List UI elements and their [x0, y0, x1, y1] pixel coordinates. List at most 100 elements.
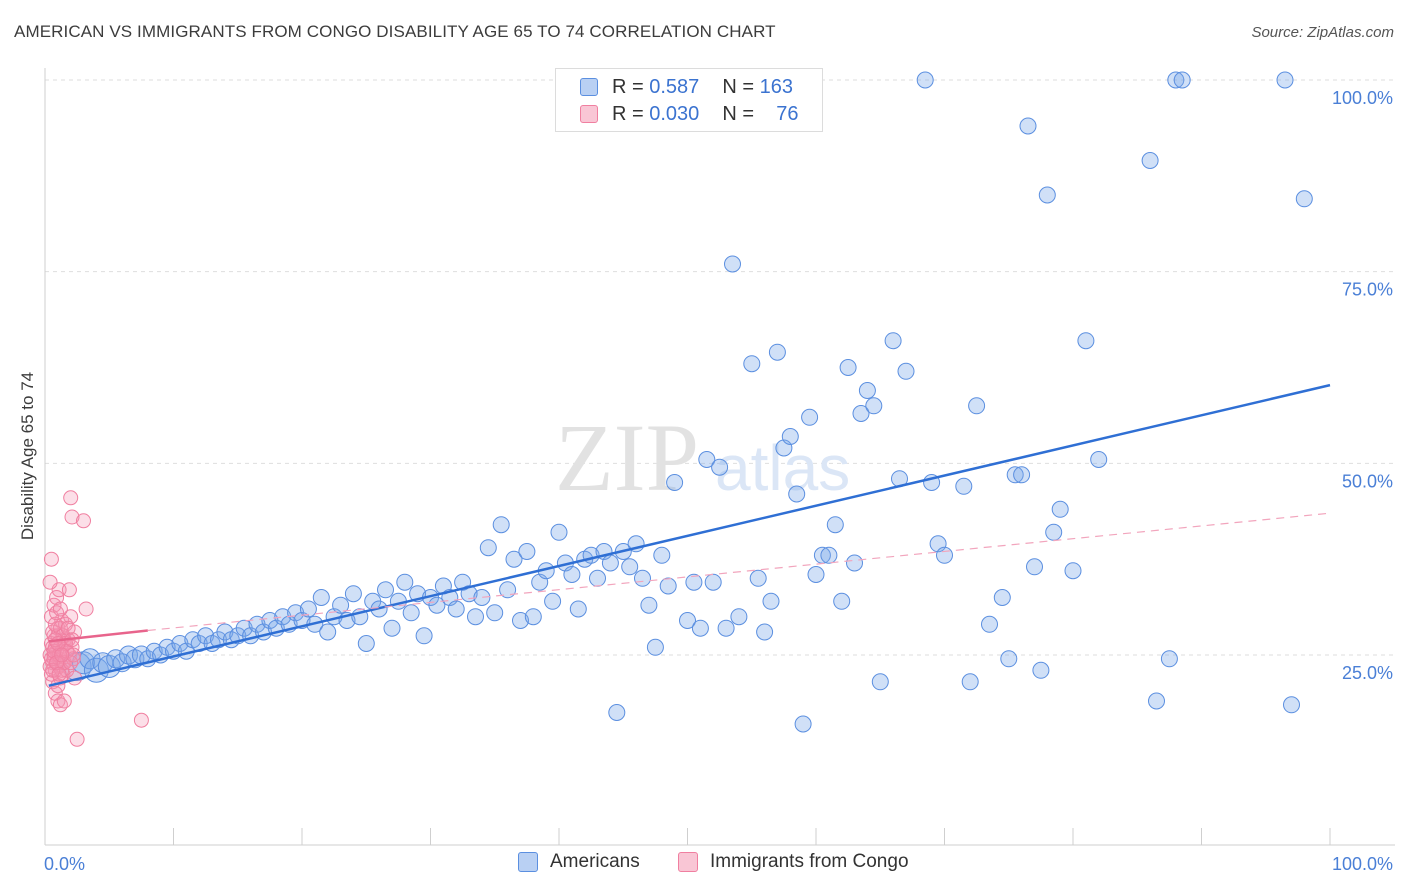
- americans-point: [679, 612, 696, 629]
- n-label: N =: [722, 102, 755, 125]
- americans-point: [743, 355, 761, 373]
- trend-lines: [48, 383, 1331, 687]
- r-label: R =: [612, 75, 644, 98]
- americans-point: [884, 332, 902, 350]
- congo-trend-extension: [147, 512, 1331, 632]
- americans-point: [685, 573, 703, 591]
- americans-point: [1051, 500, 1069, 518]
- americans-point: [858, 382, 876, 399]
- americans-point: [1013, 466, 1031, 484]
- americans-point: [762, 592, 780, 610]
- congo-r-value: 0.030: [649, 102, 700, 125]
- chart-title: AMERICAN VS IMMIGRANTS FROM CONGO DISABI…: [14, 22, 776, 41]
- americans-point: [415, 627, 433, 645]
- congo-point: [43, 551, 59, 567]
- congo-point: [51, 666, 67, 682]
- legend-row-americans: R = 0.587 N = 163: [556, 74, 793, 100]
- americans-point: [833, 592, 851, 610]
- americans-point: [698, 451, 716, 468]
- americans-point: [1019, 117, 1037, 135]
- congo-point: [69, 731, 85, 747]
- americans-point: [756, 623, 774, 641]
- americans-point: [659, 577, 677, 595]
- americans-point: [653, 546, 671, 564]
- legend-row-congo: R = 0.030 N = 76: [556, 101, 799, 127]
- tick-labels: 25.0% 50.0% 75.0% 100.0% 0.0% 100.0%: [44, 88, 1393, 874]
- americans-point: [486, 604, 504, 622]
- bottom-legend-congo: Immigrants from Congo: [678, 851, 909, 873]
- americans-point: [788, 485, 806, 503]
- americans-point: [524, 608, 542, 626]
- americans-legend-label: Americans: [550, 851, 640, 872]
- congo-trend-line: [48, 629, 148, 643]
- americans-point: [1148, 692, 1165, 710]
- americans-point: [299, 600, 317, 618]
- americans-point: [807, 566, 825, 583]
- americans-point: [897, 362, 915, 380]
- bottom-legend-americans: Americans: [518, 851, 640, 873]
- americans-point: [1026, 558, 1043, 576]
- americans-point: [479, 539, 497, 557]
- americans-point: [1006, 466, 1024, 484]
- congo-point: [63, 609, 79, 625]
- americans-point: [544, 592, 562, 610]
- y-axis-label: Disability Age 65 to 74: [18, 372, 37, 540]
- americans-point: [1141, 152, 1159, 169]
- congo-point: [52, 601, 68, 617]
- americans-point: [749, 569, 767, 587]
- americans-point: [981, 615, 998, 633]
- x-tick-label: 100.0%: [1332, 854, 1393, 874]
- americans-point: [608, 704, 626, 721]
- source-label: Source: ZipAtlas.com: [1251, 24, 1394, 41]
- americans-point: [1167, 71, 1185, 89]
- americans-point: [724, 255, 741, 273]
- y-tick-label: 100.0%: [1332, 88, 1393, 108]
- americans-point: [1276, 71, 1294, 89]
- congo-point: [42, 574, 58, 590]
- americans-point: [961, 673, 979, 691]
- n-label: N =: [722, 75, 755, 98]
- americans-point: [601, 554, 619, 572]
- congo-point: [61, 582, 77, 598]
- americans-point: [865, 397, 883, 415]
- americans-point: [1090, 451, 1108, 468]
- americans-point: [646, 638, 664, 656]
- americans-point: [968, 397, 986, 415]
- americans-point: [717, 619, 735, 637]
- x-tick-label: 0.0%: [44, 854, 85, 874]
- americans-point: [447, 600, 465, 618]
- americans-point: [473, 589, 491, 606]
- y-tick-label: 75.0%: [1342, 280, 1393, 300]
- americans-point: [467, 608, 484, 626]
- americans-point: [936, 546, 953, 564]
- congo-swatch-icon: [580, 105, 598, 123]
- americans-point: [569, 600, 587, 618]
- americans-legend-icon: [518, 852, 538, 872]
- americans-swatch-icon: [580, 78, 598, 96]
- americans-point: [1283, 696, 1300, 714]
- americans-point: [1032, 661, 1050, 679]
- gridlines: [45, 79, 1395, 656]
- americans-point: [826, 516, 844, 534]
- congo-point: [64, 509, 80, 525]
- americans-point: [711, 458, 729, 476]
- americans-point: [1077, 332, 1095, 350]
- americans-point: [505, 550, 523, 568]
- americans-point: [993, 589, 1011, 606]
- congo-point: [60, 620, 76, 636]
- americans-point: [312, 589, 330, 606]
- congo-legend-label: Immigrants from Congo: [710, 851, 909, 872]
- americans-trend-line: [48, 383, 1331, 687]
- americans-point: [512, 612, 529, 629]
- congo-legend-icon: [678, 852, 698, 872]
- americans-point: [820, 546, 838, 564]
- americans-point: [357, 635, 375, 652]
- americans-point: [319, 623, 337, 641]
- americans-point: [518, 543, 536, 560]
- americans-point: [768, 343, 786, 361]
- americans-point: [1295, 190, 1313, 208]
- congo-point: [49, 655, 65, 671]
- americans-point: [383, 619, 401, 637]
- americans-point: [794, 715, 812, 733]
- congo-point: [78, 601, 94, 617]
